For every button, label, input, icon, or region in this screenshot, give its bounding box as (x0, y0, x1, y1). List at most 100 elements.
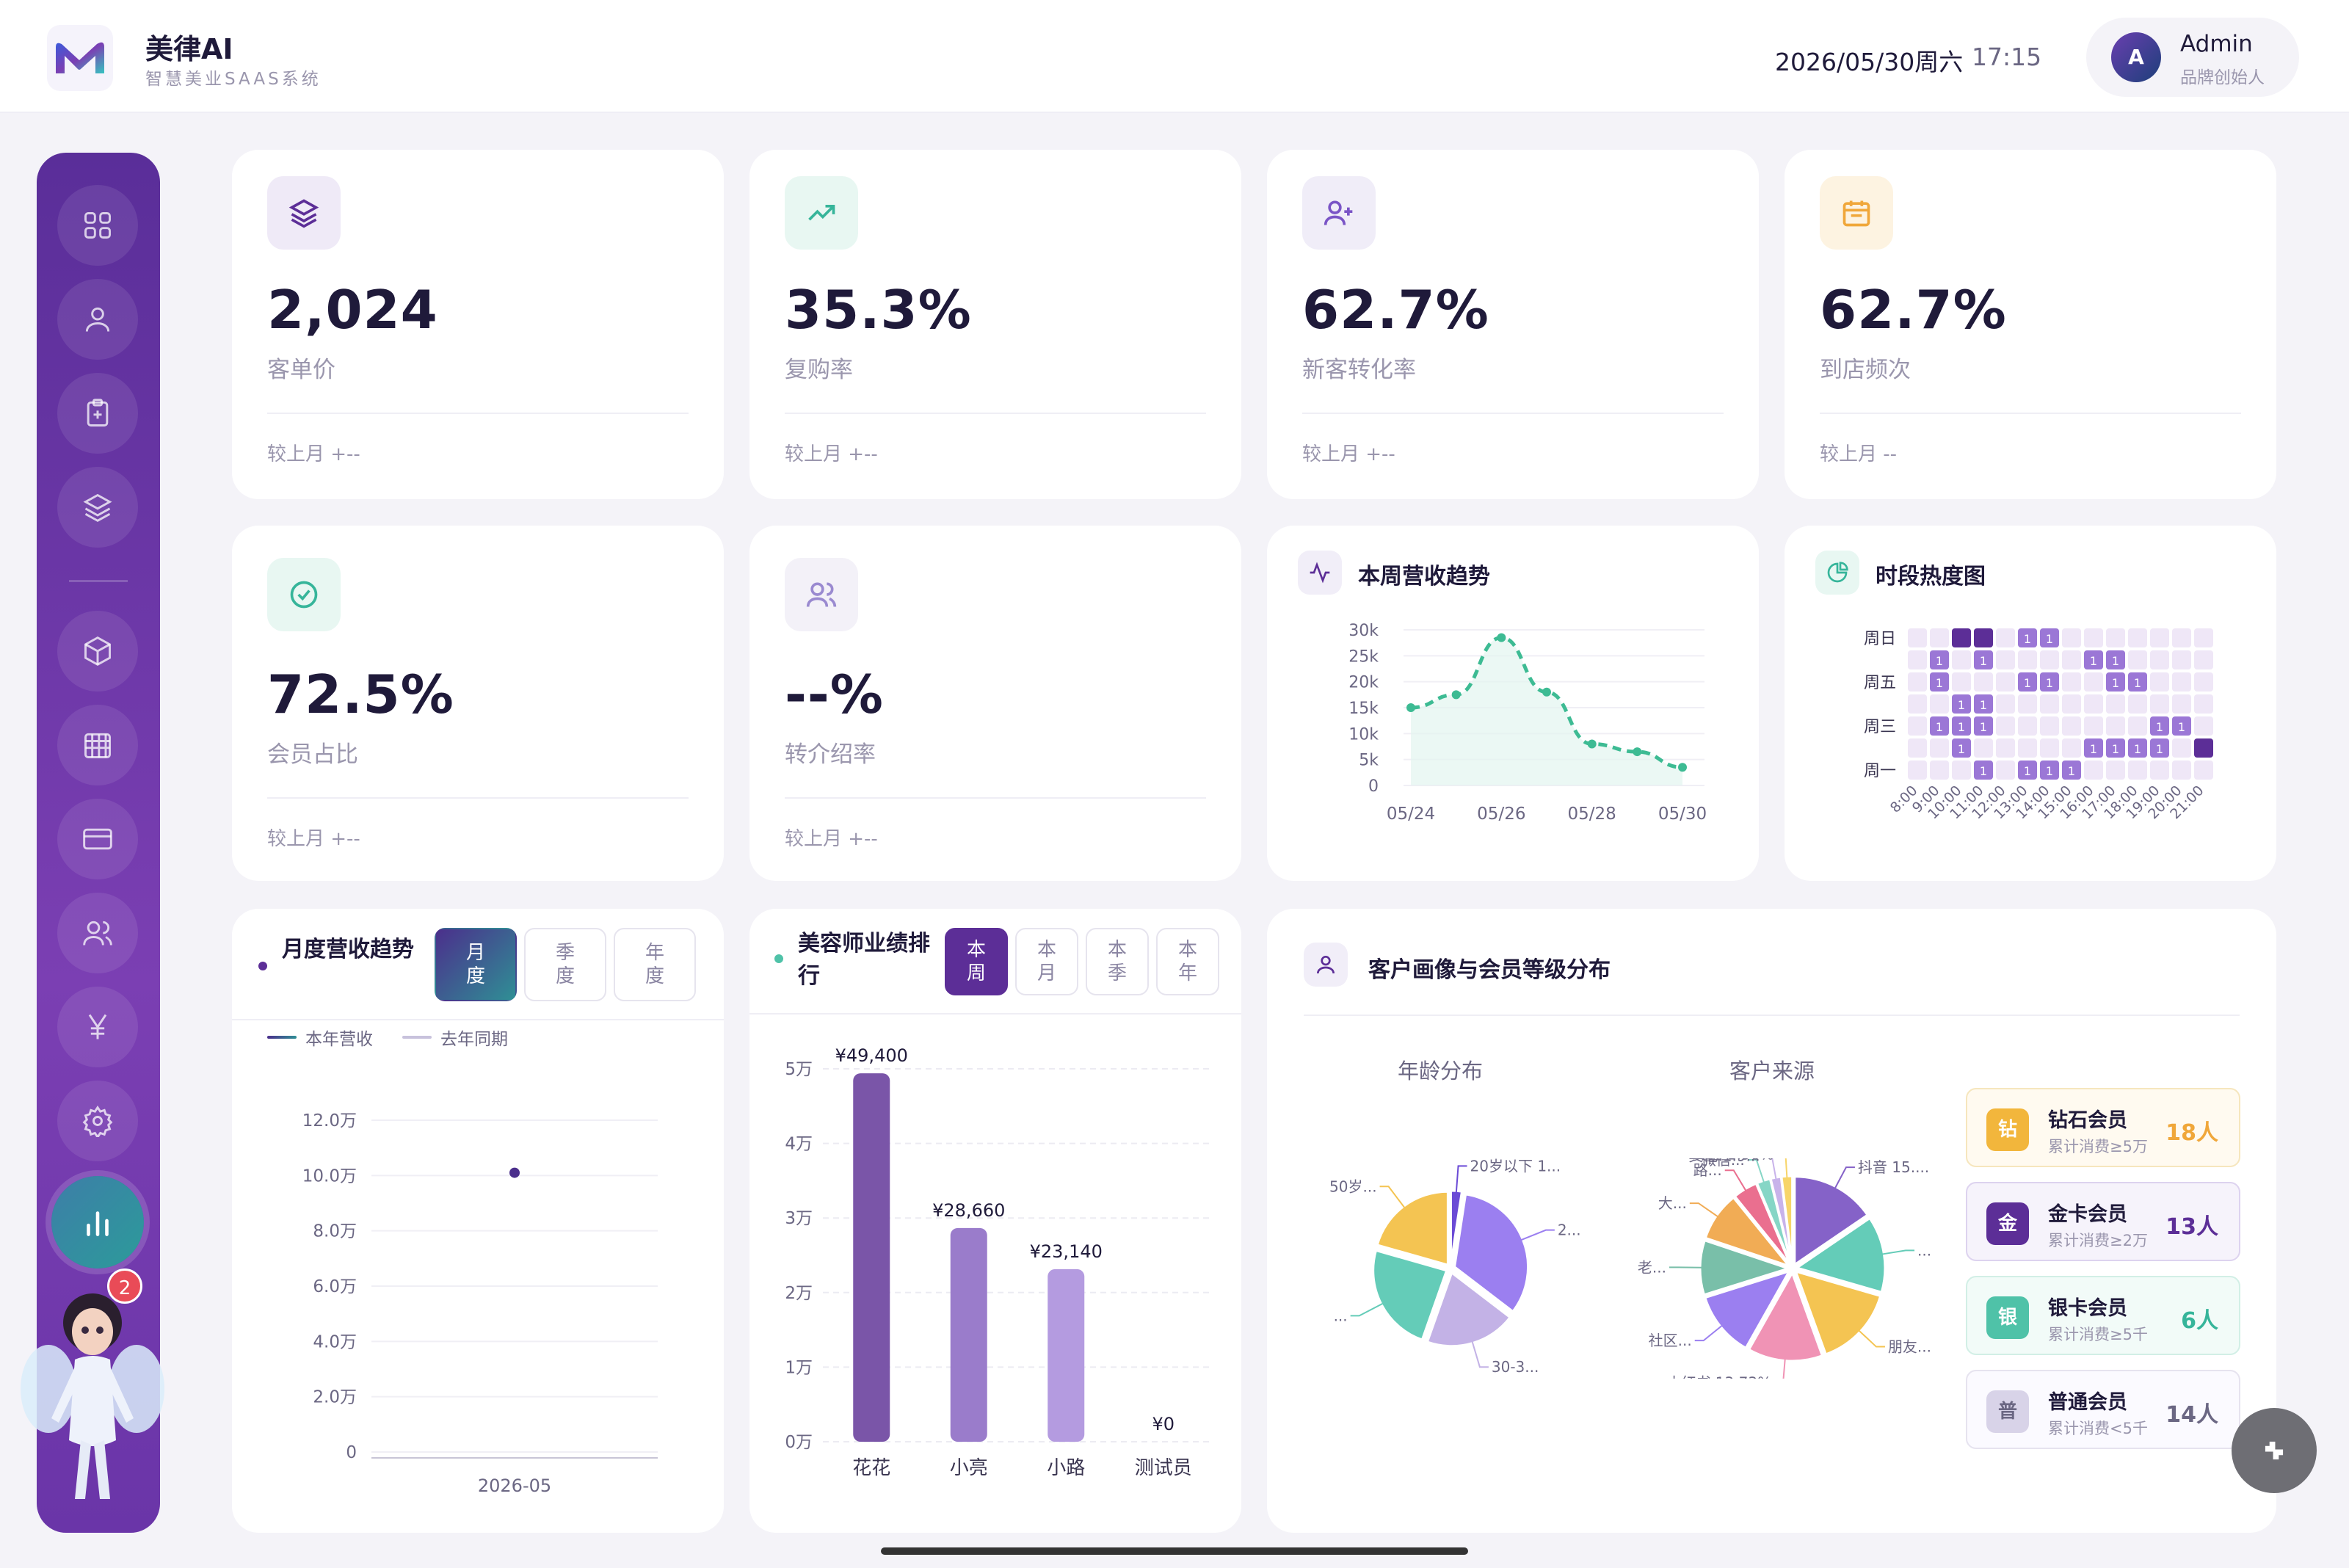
label-leader (1521, 1229, 1555, 1241)
slice-label: 社区... (1649, 1332, 1692, 1349)
sidebar-item-projects[interactable] (57, 467, 138, 548)
heatmap-cell-label: 1 (1936, 676, 1943, 690)
heatmap-cell (2194, 650, 2213, 669)
weekly-revenue-card: 本周营收趋势 0 5k 10k 15k 20k 25k 30k 05/24 05/26 05/28… (1267, 526, 1759, 881)
kpi-value: 2,024 (267, 279, 438, 341)
sidebar-item-analytics[interactable] (51, 1176, 144, 1268)
sidebar-item-dashboard[interactable] (57, 185, 138, 266)
legend-item[interactable]: 去年同期 (402, 1025, 508, 1050)
sidebar-divider (69, 580, 128, 582)
heatmap-cell (1930, 672, 1949, 692)
tab-quarterly[interactable]: 季度 (524, 928, 606, 1001)
heatmap-cell (2106, 628, 2125, 647)
label-leader (1785, 1158, 1788, 1178)
sidebar-item-cards[interactable] (57, 799, 138, 879)
calendar-grid-icon (84, 733, 111, 758)
heatmap-cell-label: 1 (1980, 698, 1987, 712)
heatmap-cell (2150, 672, 2169, 692)
heatmap-cell (1974, 761, 1993, 780)
calendar-icon (1842, 200, 1870, 227)
heatmap-cell (1930, 694, 1949, 714)
heatmap-cell (1952, 628, 1971, 647)
heatmap-cell (2040, 738, 2059, 758)
heatmap-cell-label: 1 (2134, 742, 2141, 756)
y-tick-label: 2万 (785, 1284, 813, 1303)
tab-year[interactable]: 本年 (1156, 928, 1219, 995)
label-leader (1694, 1325, 1723, 1342)
tab-yearly[interactable]: 年度 (614, 928, 696, 1001)
tab-week[interactable]: 本周 (945, 928, 1008, 995)
kpi-compare: 较上月 +-- (267, 828, 360, 850)
kpi-divider (267, 413, 689, 414)
data-point (1678, 763, 1687, 772)
tab-quarter[interactable]: 本季 (1086, 928, 1149, 995)
monthly-revenue-card: 月度营收趋势 月度 季度 年度 本年营收 去年同期 0 2.0万 4.0万 6.0万 8… (232, 909, 724, 1533)
heatmap-cell-label: 1 (1980, 764, 1987, 778)
heatmap-cell (2084, 738, 2103, 758)
heatmap-cell (2172, 650, 2191, 669)
tier-badge: 钻 (1986, 1108, 2029, 1151)
x-tick-label: 05/30 (1658, 805, 1707, 824)
heatmap-cell-label: 1 (1936, 654, 1943, 668)
card-title: 本周营收趋势 (1358, 564, 1490, 589)
logo[interactable] (47, 25, 113, 91)
y-tick-label: 0万 (785, 1433, 813, 1452)
sidebar-item-finance[interactable] (57, 987, 138, 1067)
slice-label: 微信... (1702, 1158, 1745, 1169)
x-tick-label: 2026-05 (478, 1476, 551, 1496)
sidebar-item-staff[interactable] (57, 893, 138, 973)
data-point (1633, 747, 1642, 757)
heatmap-cell (2150, 761, 2169, 780)
slice-label: 2... (1558, 1222, 1581, 1239)
kpi-icon-wrap (267, 558, 341, 631)
heatmap-cell (2128, 694, 2147, 714)
chart-icon-wrap (1304, 943, 1348, 987)
kpi-compare: 较上月 +-- (267, 443, 360, 465)
current-time: 17:15 (1972, 43, 2042, 71)
sidebar-item-customers[interactable] (57, 279, 138, 360)
tier-badge: 普 (1986, 1390, 2029, 1433)
pie-icon (1827, 562, 1848, 583)
mascot-assistant-icon[interactable] (19, 1279, 166, 1521)
heatmap-cell (1952, 738, 1971, 758)
sidebar-item-orders[interactable] (57, 373, 138, 454)
kpi-icon-wrap (267, 176, 341, 250)
slice-label: 大... (1658, 1194, 1687, 1212)
sidebar-item-schedule[interactable] (57, 705, 138, 785)
tab-monthly[interactable]: 月度 (435, 928, 517, 1001)
heatmap-cell (1996, 716, 2015, 736)
stylist-ranking-chart: 0万 1万 2万 3万 4万 5万 ¥49,400 花花 ¥28,660 小亮 ¥23,140 小路 ¥… (785, 1045, 1212, 1479)
slice-label: 50岁... (1329, 1177, 1377, 1195)
floating-action-button[interactable] (2232, 1408, 2317, 1493)
legend-item[interactable]: 本年营收 (267, 1025, 373, 1050)
heatmap-cell-label: 1 (2156, 720, 2163, 734)
sidebar-item-inventory[interactable] (57, 611, 138, 692)
sidebar-item-settings[interactable] (57, 1081, 138, 1161)
heatmap-cell-label: 1 (2090, 742, 2097, 756)
current-date: 2026/05/30周六 (1775, 48, 1964, 76)
heatmap-cell (2128, 672, 2147, 692)
heatmap-cell (1974, 694, 1993, 714)
heatmap-cell (2106, 650, 2125, 669)
user-menu[interactable]: A Admin 品牌创始人 (2086, 18, 2299, 97)
heatmap-cell (2106, 694, 2125, 714)
ranking-period-tabs: 本周 本月 本季 本年 (945, 928, 1219, 995)
heatmap-cell (1908, 761, 1927, 780)
app-subtitle: 智慧美业SAAS系统 (145, 70, 322, 89)
card-icon (83, 828, 112, 850)
member-tier-gold[interactable]: 金 金卡会员 累计消费≥2万 13人 (1966, 1182, 2240, 1261)
kpi-icon-wrap (785, 176, 858, 250)
heatmap-cell (2062, 628, 2081, 647)
heatmap-cell (1974, 738, 1993, 758)
card-divider (749, 1013, 1241, 1015)
member-tier-silver[interactable]: 银 银卡会员 累计消费≥5千 6人 (1966, 1276, 2240, 1355)
label-leader (1724, 1169, 1747, 1191)
tab-label: 本年 (1177, 938, 1197, 985)
heatmap-cell (1908, 672, 1927, 692)
member-tier-regular[interactable]: 普 普通会员 累计消费<5千 14人 (1966, 1370, 2240, 1449)
data-point (1587, 739, 1597, 749)
user-plus-icon (1324, 200, 1353, 225)
member-tier-diamond[interactable]: 钻 钻石会员 累计消费≥5万 18人 (1966, 1088, 2240, 1167)
tab-month[interactable]: 本月 (1015, 928, 1078, 995)
data-point (1451, 690, 1461, 700)
